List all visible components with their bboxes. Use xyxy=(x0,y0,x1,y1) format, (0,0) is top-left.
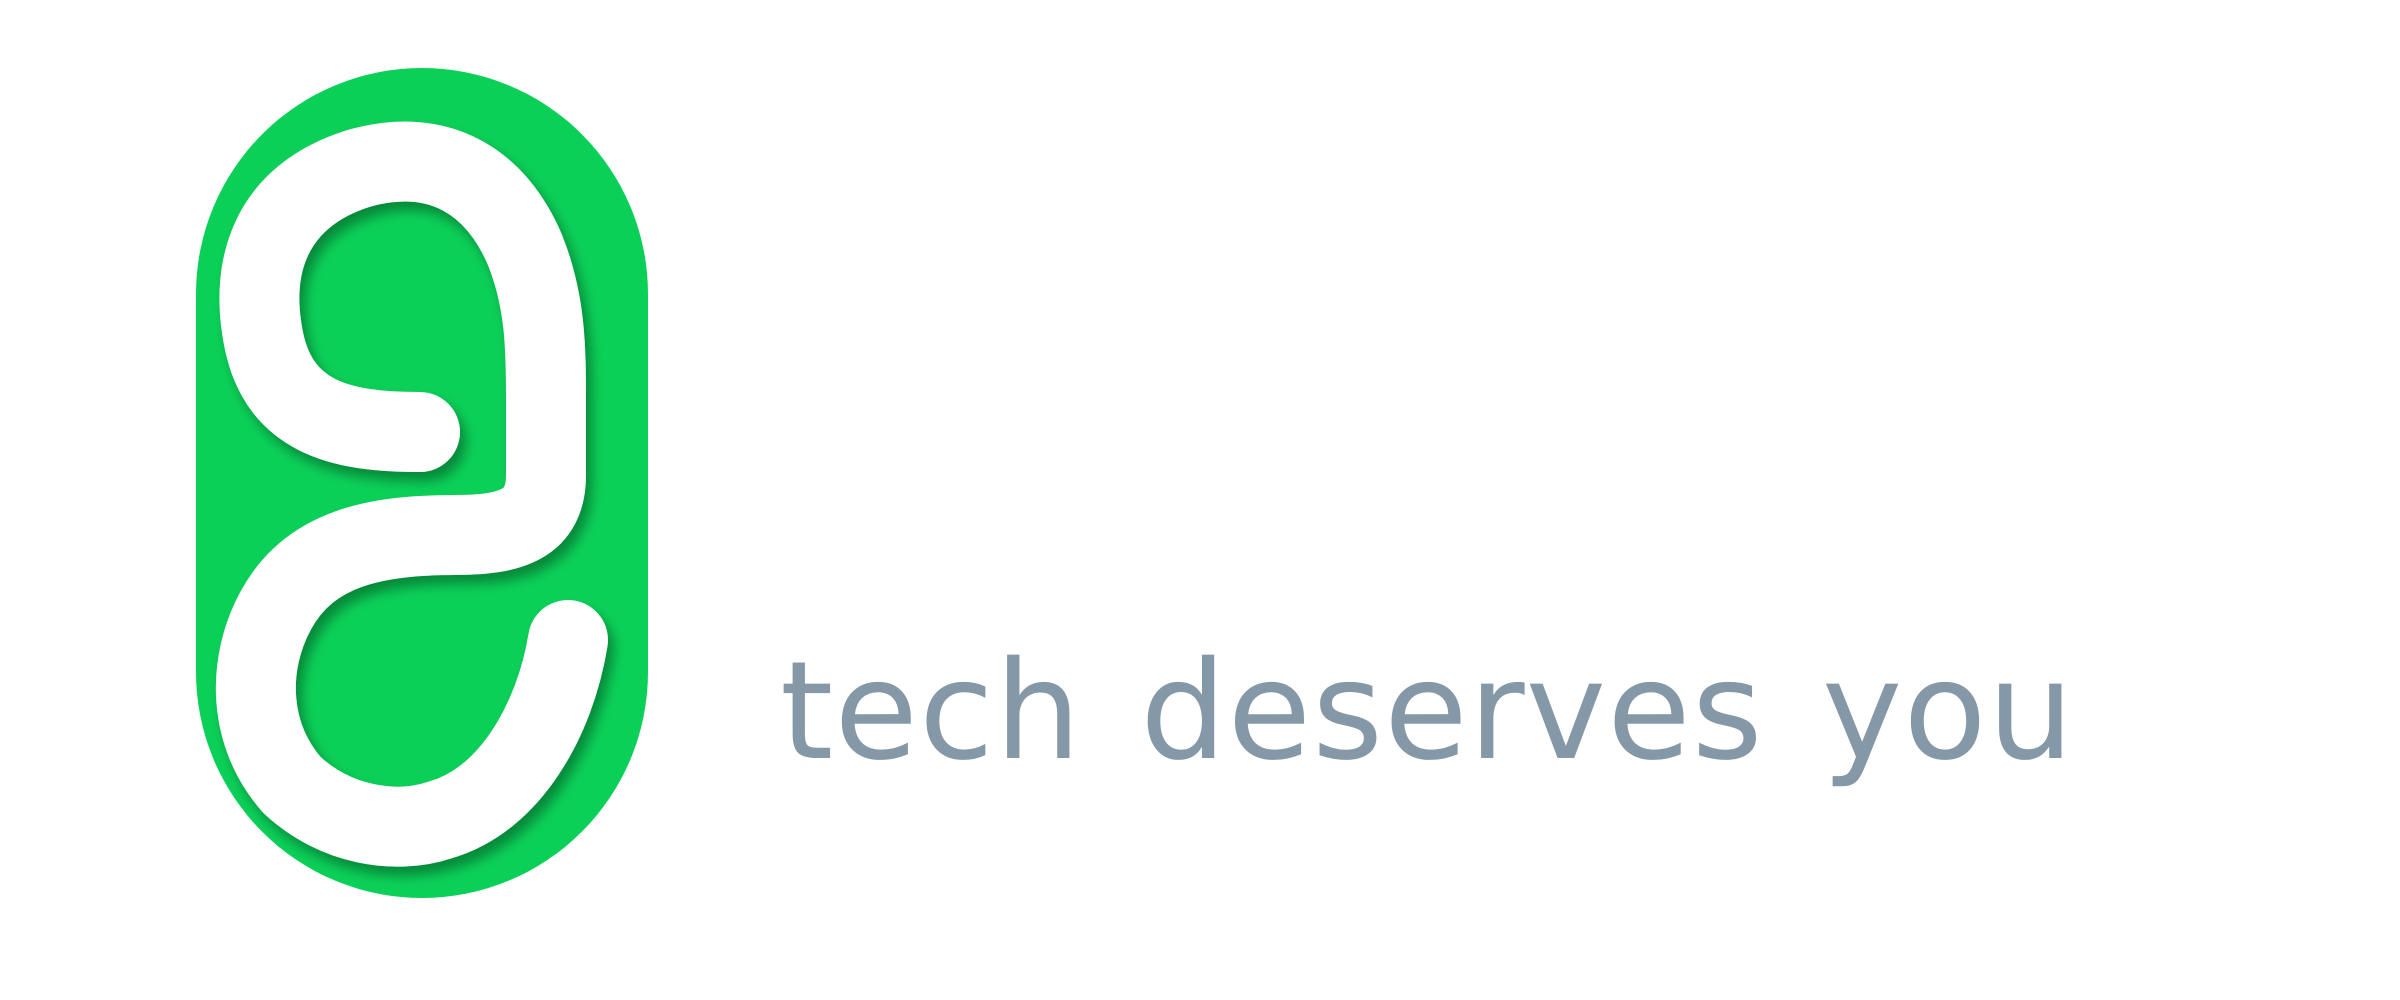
g-monogram-pill-icon xyxy=(196,68,648,898)
tagline: tech deserves you xyxy=(780,633,2075,791)
